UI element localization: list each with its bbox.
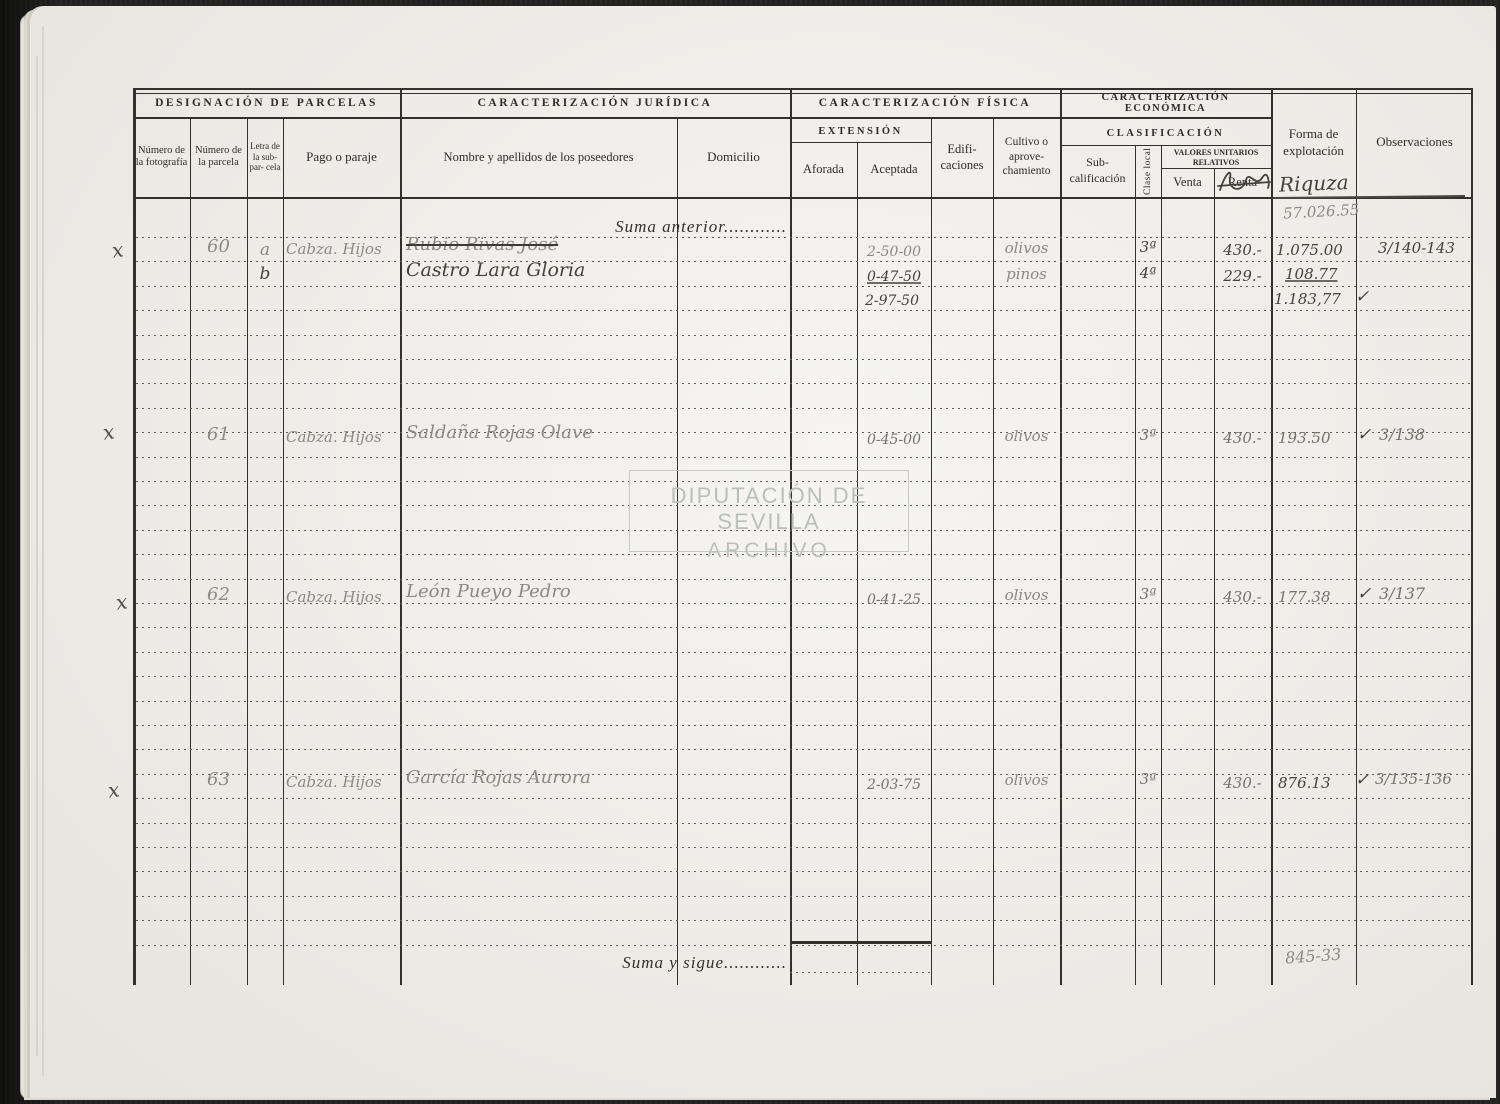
cultivo-entry: olivos xyxy=(1004,586,1049,604)
suma-anterior-row: Suma anterior............ xyxy=(463,216,787,238)
table-border-top xyxy=(133,88,1473,90)
observaciones-entry: 3/135-136 xyxy=(1375,770,1452,788)
col-header-forma-explotacion: Forma de explotación xyxy=(1283,125,1344,158)
parcela-number: 61 xyxy=(207,424,230,445)
suma-anterior-leader: ............ xyxy=(724,217,787,236)
observaciones-entry: 3/138 xyxy=(1379,425,1426,444)
extension-aceptada: 0-45-00 xyxy=(867,432,921,448)
cadastral-table: DESIGNACIÓN DE PARCELAS CARACTERIZACIÓN … xyxy=(133,88,1473,985)
col-header-clase-local: Clase local xyxy=(1143,147,1153,195)
col-header-nombre-poseedores: Nombre y apellidos de los poseedores xyxy=(443,149,634,164)
subparcela-letter: b xyxy=(259,264,271,284)
group-header-economica: CARACTERIZACIÓN ECONÓMICA xyxy=(1101,91,1230,114)
parcela-number: 62 xyxy=(207,584,230,605)
check-mark: ✓ xyxy=(1357,425,1372,445)
poseedor-name: Saldaña Rojas Olave xyxy=(406,422,593,443)
cultivo-entry: olivos xyxy=(1004,239,1049,257)
col-header-edificaciones: Edifi- caciones xyxy=(940,141,984,172)
pago-paraje-entry: Cabza. Hijos xyxy=(286,588,382,606)
extension-sum: 2-97-50 xyxy=(865,293,919,309)
table-border-top-inner xyxy=(133,93,1473,94)
pago-paraje-entry: Cabza. Hijos xyxy=(286,240,382,258)
col-header-aforada: Aforada xyxy=(803,162,844,177)
handwritten-riqueza-label: Riquza xyxy=(1278,170,1350,197)
col-header-valores-unitarios: VALORES UNITARIOS xyxy=(1173,147,1259,157)
col-header-venta: Venta xyxy=(1173,175,1202,190)
suma-anterior-carried-value: 57.026.55 xyxy=(1282,200,1360,223)
clase-local-entry: 4ª xyxy=(1139,264,1157,282)
suma-y-sigue-leader: ............ xyxy=(724,953,787,972)
riqueza-value: 108.77 xyxy=(1285,265,1338,283)
parcela-number: 63 xyxy=(207,769,230,790)
col-header-clasificacion: CLASIFICACIÓN xyxy=(1106,128,1225,139)
col-header-numero-fotografia: Número de la fotografía xyxy=(135,144,188,168)
table-border-left xyxy=(133,88,136,985)
poseedor-name: León Pueyo Pedro xyxy=(406,581,571,602)
group-header-fisica: CARACTERIZACIÓN FÍSICA xyxy=(818,96,1032,109)
page-edge-line xyxy=(36,56,38,1056)
col-header-aceptada: Aceptada xyxy=(870,162,918,177)
pago-paraje-entry: Cabza. Hijos xyxy=(286,428,382,446)
check-mark: ✓ xyxy=(1355,770,1370,790)
group-header-designacion: DESIGNACIÓN DE PARCELAS xyxy=(155,96,378,109)
group-header-juridica: CARACTERIZACIÓN JURÍDICA xyxy=(477,96,713,109)
renta-value: 430.- xyxy=(1223,241,1262,259)
riqueza-value: 876.13 xyxy=(1278,774,1331,792)
poseedor-name: García Rojas Aurora xyxy=(406,767,592,788)
clase-local-entry: 3ª xyxy=(1139,585,1157,603)
cultivo-entry: olivos xyxy=(1004,771,1049,789)
archive-watermark: DIPUTACIÓN DE SEVILLA ARCHIVO xyxy=(629,470,909,562)
suma-anterior-label: Suma anterior xyxy=(615,217,724,236)
subparcela-letter: a xyxy=(259,240,271,260)
page-edge-line xyxy=(42,26,44,1076)
poseedor-name: Castro Lara Gloria xyxy=(406,259,586,281)
observaciones-entry: 3/140-143 xyxy=(1378,239,1455,257)
riqueza-sum: 1.183,77 xyxy=(1274,290,1341,308)
clase-local-entry: 3ª xyxy=(1139,238,1157,256)
renta-value: 229.- xyxy=(1223,267,1262,285)
check-mark: ✓ xyxy=(1355,287,1370,307)
riqueza-value: 193.50 xyxy=(1278,429,1331,447)
col-header-observaciones: Observaciones xyxy=(1376,134,1453,150)
col-header-cultivo: Cultivo o aprove- chamiento xyxy=(1002,135,1051,178)
suma-y-sigue-row: Suma y sigue............ xyxy=(463,952,787,974)
table-border-right xyxy=(1471,88,1473,985)
renta-value: 430.- xyxy=(1223,429,1262,447)
extension-aceptada: 2-50-00 xyxy=(867,244,921,260)
cultivo-entry: pinos xyxy=(1006,265,1047,283)
col-header-renta: Renta xyxy=(1227,175,1258,190)
pago-paraje-entry: Cabza. Hijos xyxy=(286,773,382,791)
riqueza-value: 1.075.00 xyxy=(1276,241,1343,259)
clase-local-entry: 3ª xyxy=(1139,426,1157,444)
margin-check-mark: x xyxy=(114,589,129,615)
riqueza-value: 177.38 xyxy=(1278,588,1331,606)
col-header-valores-relativos: RELATIVOS xyxy=(1192,158,1240,167)
extension-aceptada: 0-47-50 xyxy=(867,269,921,285)
watermark-line2: ARCHIVO xyxy=(707,539,831,562)
parcela-number: 60 xyxy=(207,236,230,257)
document-page: x x x x DESIGNACIÓN DE xyxy=(30,6,1496,1098)
watermark-line1: DIPUTACIÓN DE SEVILLA xyxy=(670,483,868,534)
col-header-subcalificacion: Sub- calificación xyxy=(1069,155,1126,185)
col-header-domicilio: Domicilio xyxy=(707,148,760,164)
suma-y-sigue-label: Suma y sigue xyxy=(622,953,724,972)
sum-total-rule xyxy=(790,941,931,944)
clase-local-entry: 3ª xyxy=(1139,770,1157,788)
renta-value: 430.- xyxy=(1223,774,1262,792)
renta-value: 430.- xyxy=(1223,588,1262,606)
extension-aceptada: 2-03-75 xyxy=(867,777,921,793)
col-header-letra-subparcela: Letra de la sub- par- cela xyxy=(249,141,281,173)
poseedor-name-struck: Rubio Rivas José xyxy=(406,234,559,255)
check-mark: ✓ xyxy=(1357,584,1372,604)
margin-check-mark: x xyxy=(110,237,125,263)
extension-aceptada: 0-41-25 xyxy=(867,592,921,608)
col-header-pago-paraje: Pago o paraje xyxy=(306,148,377,164)
margin-check-mark: x xyxy=(101,419,116,445)
margin-check-mark: x xyxy=(106,777,121,803)
col-header-numero-parcela: Número de la parcela xyxy=(195,144,242,168)
col-header-extension: EXTENSIÓN xyxy=(818,125,903,137)
cultivo-entry: olivos xyxy=(1004,427,1049,445)
observaciones-entry: 3/137 xyxy=(1379,584,1426,603)
